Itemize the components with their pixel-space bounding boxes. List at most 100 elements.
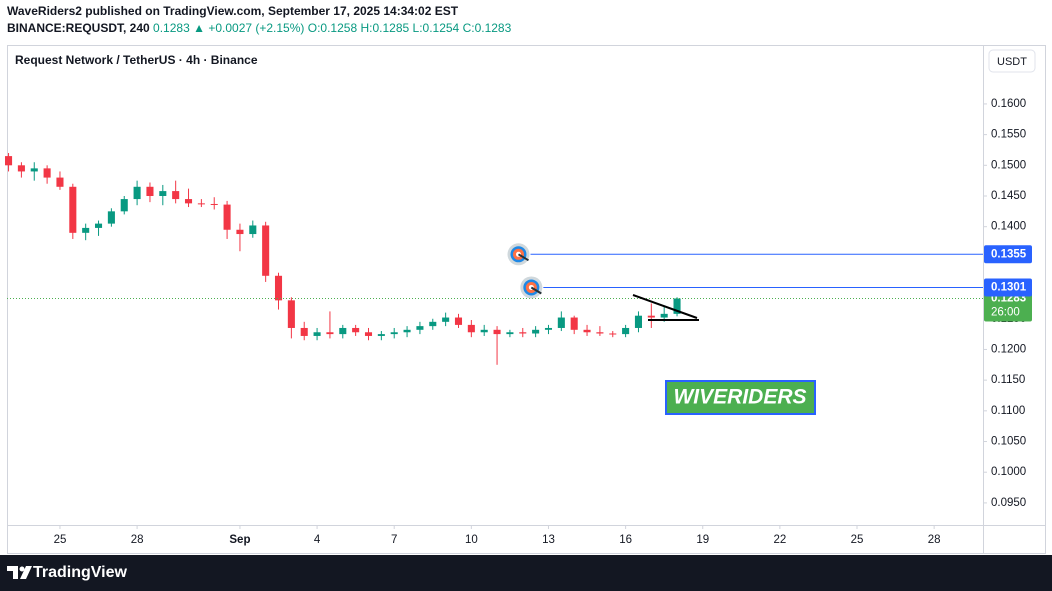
candle-body bbox=[223, 204, 231, 230]
candle-body bbox=[146, 186, 154, 196]
candle-body bbox=[377, 334, 385, 336]
up-arrow: ▲ bbox=[193, 21, 205, 35]
candle-body bbox=[570, 317, 578, 330]
close: C:0.1283 bbox=[462, 21, 512, 35]
candle-body bbox=[300, 327, 308, 336]
candle-body bbox=[634, 315, 643, 328]
brand: TradingView bbox=[33, 564, 127, 581]
x-tick-label: 28 bbox=[131, 534, 144, 546]
candle-body bbox=[673, 298, 681, 314]
last-price: 0.1283 bbox=[153, 21, 190, 35]
candle-body bbox=[120, 199, 128, 212]
candle-body bbox=[532, 329, 540, 334]
candle-body bbox=[416, 326, 424, 330]
currency[interactable]: USDT bbox=[997, 56, 1027, 68]
y-tick-label: 0.1450 bbox=[991, 190, 1026, 202]
watermark: WIVERIDERS bbox=[673, 386, 806, 409]
y-tick-label: 0.1200 bbox=[991, 343, 1026, 355]
target-tag bbox=[984, 245, 1032, 264]
candle-body bbox=[249, 225, 257, 235]
candle-body bbox=[94, 223, 103, 228]
x-tick-label: 25 bbox=[54, 534, 67, 546]
logo bbox=[7, 566, 32, 579]
y-tick-label: 0.1000 bbox=[991, 466, 1026, 478]
candle-body bbox=[326, 332, 334, 335]
target-icon bbox=[517, 253, 529, 262]
candle-body bbox=[197, 203, 205, 205]
last-price-tag bbox=[984, 289, 1032, 322]
candle-body bbox=[454, 317, 463, 325]
candle-body bbox=[172, 191, 180, 200]
candle-body bbox=[660, 313, 668, 318]
candle-body bbox=[17, 165, 25, 172]
target-tag bbox=[984, 278, 1032, 297]
candle-body bbox=[467, 324, 475, 333]
candle-body bbox=[609, 333, 617, 335]
candle-body bbox=[287, 300, 295, 328]
watermark-box bbox=[665, 380, 816, 415]
candle-body bbox=[364, 332, 373, 336]
candle-body bbox=[159, 191, 167, 196]
candle-body bbox=[557, 317, 565, 328]
candle-body bbox=[262, 225, 270, 276]
y-tick-label: 0.1100 bbox=[991, 405, 1025, 417]
candle-body bbox=[596, 332, 604, 334]
x-tick-label: 16 bbox=[619, 534, 632, 546]
publish-line: WaveRiders2 published on TradingView.com… bbox=[7, 4, 511, 21]
candle-body bbox=[274, 275, 283, 301]
y-tick-label: 0.1400 bbox=[991, 221, 1026, 233]
chart: USDT Request Network / TetherUS · 4h · B… bbox=[5, 45, 1046, 554]
frame bbox=[7, 45, 1046, 554]
symbol-line: BINANCE:REQUSDT, 240 0.1283 ▲ +0.0027 (+… bbox=[7, 21, 511, 38]
candle-body bbox=[429, 321, 437, 327]
candle-body bbox=[647, 315, 655, 318]
candle-body bbox=[506, 332, 514, 335]
target-icon bbox=[530, 286, 542, 295]
candle-body bbox=[43, 168, 51, 178]
header: WaveRiders2 published on TradingView.com… bbox=[7, 4, 511, 38]
candle-body bbox=[210, 203, 218, 205]
candle-body bbox=[390, 332, 398, 335]
currency-button[interactable] bbox=[988, 49, 1036, 73]
chart-title: Request Network / TetherUS · 4h · Binanc… bbox=[15, 53, 258, 67]
x-tick-label: 7 bbox=[391, 534, 397, 546]
candle-body bbox=[442, 317, 450, 322]
candle-body bbox=[82, 227, 90, 233]
candle-body bbox=[184, 199, 193, 204]
high: H:0.1285 bbox=[360, 21, 410, 35]
y-tick-label: 0.1150 bbox=[991, 374, 1025, 386]
candle-body bbox=[56, 177, 64, 187]
target-label: 0.1355 bbox=[991, 248, 1027, 260]
target-label: 0.1301 bbox=[991, 281, 1027, 293]
x-tick-label: 13 bbox=[542, 534, 555, 546]
change: +0.0027 (+2.15%) bbox=[208, 21, 305, 35]
candle-body bbox=[493, 329, 501, 335]
candle-body bbox=[107, 211, 115, 224]
candle-body bbox=[236, 229, 244, 235]
countdown: 26:00 bbox=[991, 307, 1020, 319]
candle-body bbox=[69, 186, 77, 233]
candle-body bbox=[544, 327, 553, 330]
candle-body bbox=[403, 329, 411, 333]
candle-body bbox=[519, 332, 527, 334]
candle-body bbox=[5, 156, 13, 166]
footer: TradingView bbox=[0, 555, 1052, 591]
candle-body bbox=[313, 332, 321, 336]
open: O:0.1258 bbox=[307, 21, 358, 35]
plot: 0.09500.10000.10500.11000.11500.12000.12… bbox=[5, 98, 1032, 546]
candle-body bbox=[480, 329, 488, 333]
candle-body bbox=[352, 327, 360, 333]
x-tick-label: Sep bbox=[229, 534, 250, 546]
x-tick-label: 19 bbox=[696, 534, 709, 546]
candle-body bbox=[30, 168, 38, 172]
y-tick-label: 0.1500 bbox=[991, 159, 1026, 171]
y-tick-label: 0.1550 bbox=[991, 129, 1026, 141]
symbol: BINANCE:REQUSDT, 240 bbox=[7, 21, 150, 35]
x-tick-label: 28 bbox=[928, 534, 941, 546]
x-tick-label: 22 bbox=[773, 534, 786, 546]
y-tick-label: 0.0950 bbox=[991, 497, 1026, 509]
y-tick-label: 0.1050 bbox=[991, 436, 1026, 448]
low: L:0.1254 bbox=[412, 21, 460, 35]
candle-body bbox=[622, 327, 630, 335]
